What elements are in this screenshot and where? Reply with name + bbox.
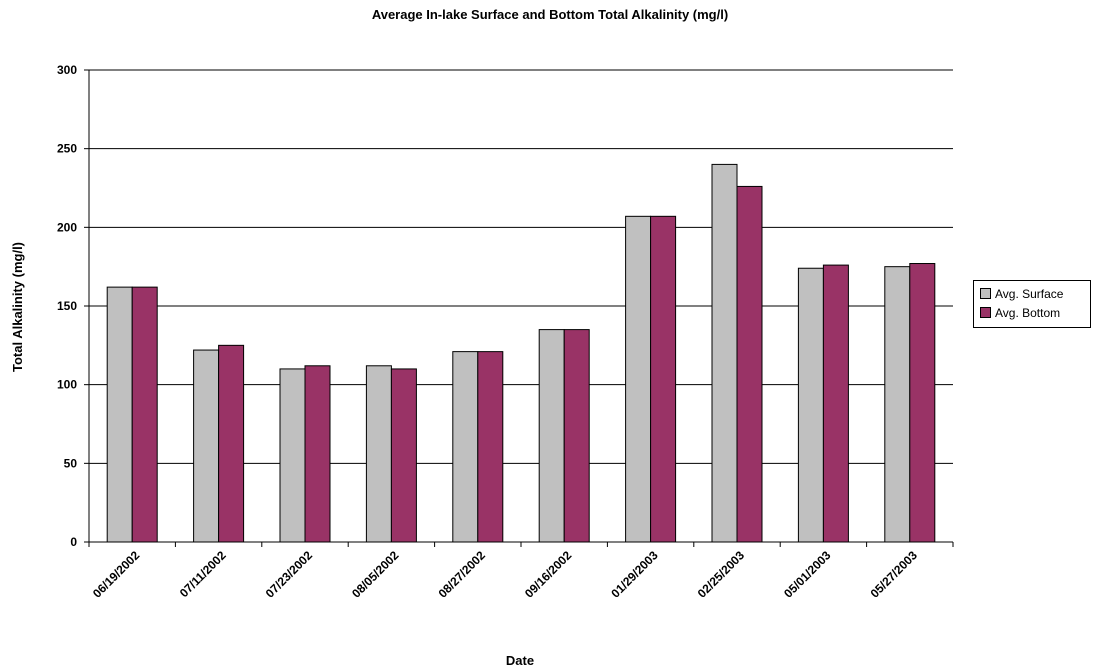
legend-swatch-surface — [980, 288, 991, 299]
x-tick-labels: 06/19/2002 07/11/2002 07/23/2002 08/05/2002… — [90, 548, 920, 601]
axes — [84, 69, 954, 547]
legend-label-surface: Avg. Surface — [995, 286, 1064, 301]
x-tick-label: 09/16/2002 — [522, 548, 575, 601]
y-tick-label: 250 — [57, 142, 77, 156]
bar-bottom — [822, 264, 849, 543]
bar-bottom — [218, 344, 245, 543]
bar-surface — [884, 266, 911, 543]
legend: Avg. Surface Avg. Bottom — [973, 280, 1091, 328]
bar-surface — [106, 286, 133, 543]
x-tick-label: 08/27/2002 — [436, 548, 489, 601]
bar-surface — [193, 349, 220, 543]
x-tick-label: 07/23/2002 — [263, 548, 316, 601]
x-axis-label: Date — [506, 653, 534, 668]
bar-bottom — [650, 215, 677, 543]
bar-bottom — [390, 368, 417, 543]
x-tick-label: 05/27/2003 — [868, 548, 921, 601]
bar-bottom — [304, 365, 331, 543]
bars — [106, 163, 936, 543]
bar-surface — [538, 329, 565, 543]
chart-title: Average In-lake Surface and Bottom Total… — [372, 7, 728, 22]
y-tick-label: 300 — [57, 63, 77, 77]
bar-surface — [797, 267, 824, 543]
bar-bottom — [477, 351, 504, 543]
bar-bottom — [563, 329, 590, 543]
bar-surface — [365, 365, 392, 543]
x-tick-label: 02/25/2003 — [695, 548, 748, 601]
legend-swatch-bottom — [980, 307, 991, 318]
y-tick-labels: 0 50 100 150 200 250 300 — [57, 63, 77, 549]
bar-bottom — [736, 185, 763, 543]
legend-label-bottom: Avg. Bottom — [995, 305, 1061, 320]
bar-bottom — [909, 263, 936, 543]
y-tick-label: 100 — [57, 378, 77, 392]
bar-surface — [625, 215, 652, 543]
x-tick-label: 06/19/2002 — [90, 548, 143, 601]
bar-surface — [711, 163, 738, 543]
legend-item-bottom: Avg. Bottom — [980, 303, 1090, 322]
x-tick-label: 05/01/2003 — [781, 548, 834, 601]
y-axis-label: Total Alkalinity (mg/l) — [10, 242, 25, 372]
y-tick-label: 200 — [57, 220, 77, 234]
y-tick-label: 150 — [57, 299, 77, 313]
x-tick-label: 01/29/2003 — [608, 548, 661, 601]
x-tick-label: 07/11/2002 — [177, 548, 229, 600]
bar-surface — [279, 368, 306, 543]
x-tick-label: 08/05/2002 — [349, 548, 402, 601]
y-tick-label: 50 — [64, 456, 78, 470]
y-tick-label: 0 — [70, 535, 77, 549]
legend-item-surface: Avg. Surface — [980, 284, 1090, 303]
bar-bottom — [131, 286, 158, 543]
bar-surface — [452, 351, 479, 543]
